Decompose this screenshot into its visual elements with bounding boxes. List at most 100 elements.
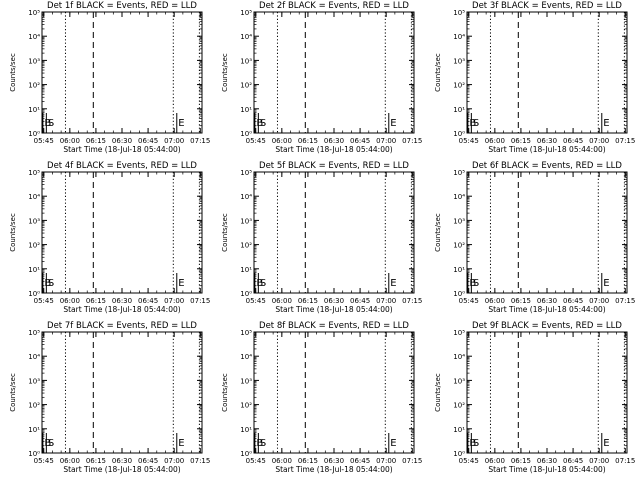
detector-panel-6: Det 6f BLACK = Events, RED = LLD 10⁰ 10¹ 10… bbox=[434, 161, 635, 314]
panel-title: Det 1f BLACK = Events, RED = LLD bbox=[47, 1, 197, 11]
y-tick-label: 10⁴ bbox=[453, 33, 465, 41]
y-tick-label: 10³ bbox=[453, 217, 465, 225]
plot-frame bbox=[466, 11, 628, 134]
y-tick-label: 10³ bbox=[240, 217, 252, 225]
x-tick-label: 05:45 bbox=[459, 297, 479, 305]
y-tick-label: 10² bbox=[28, 242, 40, 250]
x-tick-label: 07:00 bbox=[376, 457, 396, 465]
x-tick-label: 07:00 bbox=[376, 137, 396, 145]
y-tick-label: 10⁵ bbox=[28, 9, 40, 17]
x-tick-label: 06:30 bbox=[112, 457, 132, 465]
x-tick-label: 06:00 bbox=[60, 137, 80, 145]
y-tick-label: 10⁴ bbox=[28, 33, 40, 41]
x-tick-label: 07:00 bbox=[164, 137, 184, 145]
x-tick-label: 07:00 bbox=[589, 297, 609, 305]
plot-frame bbox=[253, 171, 415, 294]
marker-label: S bbox=[48, 278, 54, 289]
x-tick-label: 05:45 bbox=[34, 457, 54, 465]
x-tick-label: 06:30 bbox=[324, 137, 344, 145]
x-tick-label: 07:15 bbox=[615, 297, 635, 305]
y-tick-label: 10⁰ bbox=[240, 290, 252, 298]
y-tick-label: 10⁰ bbox=[453, 130, 465, 138]
y-tick-label: 10⁰ bbox=[28, 290, 40, 298]
x-tick-label: 06:45 bbox=[138, 137, 158, 145]
x-tick-label: 06:30 bbox=[537, 297, 557, 305]
x-tick-label: 06:15 bbox=[86, 297, 106, 305]
y-axis-label: Counts/sec bbox=[434, 373, 442, 412]
y-tick-label: 10² bbox=[453, 402, 465, 410]
y-tick-label: 10⁵ bbox=[28, 329, 40, 337]
y-axis-label: Counts/sec bbox=[221, 213, 229, 252]
x-tick-label: 05:45 bbox=[246, 137, 266, 145]
plot-frame bbox=[41, 171, 203, 294]
y-tick-label: 10⁵ bbox=[453, 9, 465, 17]
x-tick-label: 06:15 bbox=[298, 297, 318, 305]
plot-frame bbox=[253, 331, 415, 454]
x-tick-label: 06:15 bbox=[86, 457, 106, 465]
marker-label: S bbox=[473, 278, 479, 289]
y-tick-label: 10⁰ bbox=[240, 130, 252, 138]
x-tick-label: 06:30 bbox=[112, 297, 132, 305]
marker-label: B bbox=[44, 118, 51, 129]
y-tick-label: 10¹ bbox=[240, 266, 252, 274]
y-tick-label: 10³ bbox=[240, 377, 252, 385]
marker-label: B bbox=[469, 438, 476, 449]
y-tick-label: 10⁰ bbox=[453, 290, 465, 298]
x-tick-label: 06:45 bbox=[350, 457, 370, 465]
x-tick-label: 06:45 bbox=[138, 297, 158, 305]
panel-title: Det 3f BLACK = Events, RED = LLD bbox=[472, 1, 622, 11]
marker-label: E bbox=[603, 118, 609, 129]
y-tick-label: 10¹ bbox=[28, 106, 40, 114]
x-axis-label: Start Time (18-Jul-18 05:44:00) bbox=[488, 305, 605, 314]
y-tick-label: 10² bbox=[28, 402, 40, 410]
x-tick-label: 06:15 bbox=[511, 137, 531, 145]
y-tick-label: 10¹ bbox=[28, 266, 40, 274]
x-tick-label: 06:45 bbox=[563, 297, 583, 305]
y-tick-label: 10² bbox=[240, 242, 252, 250]
x-tick-label: 05:45 bbox=[34, 137, 54, 145]
marker-label: B bbox=[256, 438, 263, 449]
panel-title: Det 5f BLACK = Events, RED = LLD bbox=[259, 161, 409, 171]
x-tick-label: 07:15 bbox=[615, 457, 635, 465]
y-tick-label: 10¹ bbox=[453, 106, 465, 114]
y-tick-label: 10¹ bbox=[453, 426, 465, 434]
marker-label: E bbox=[603, 278, 609, 289]
detector-panel-9: Det 9f BLACK = Events, RED = LLD 10⁰ 10¹ 10… bbox=[434, 321, 635, 474]
marker-label: B bbox=[469, 278, 476, 289]
marker-label: S bbox=[48, 438, 54, 449]
x-tick-label: 06:00 bbox=[60, 297, 80, 305]
x-tick-label: 06:30 bbox=[324, 457, 344, 465]
detector-panel-2: Det 2f BLACK = Events, RED = LLD 10⁰ 10¹ 10… bbox=[221, 1, 422, 154]
plot-frame bbox=[466, 331, 628, 454]
y-tick-label: 10⁵ bbox=[28, 169, 40, 177]
y-tick-label: 10⁵ bbox=[240, 329, 252, 337]
x-tick-label: 07:15 bbox=[190, 457, 210, 465]
panel-title: Det 7f BLACK = Events, RED = LLD bbox=[47, 321, 197, 331]
marker-label: E bbox=[178, 278, 184, 289]
marker-label: S bbox=[473, 118, 479, 129]
y-axis-label: Counts/sec bbox=[221, 53, 229, 92]
marker-label: E bbox=[603, 438, 609, 449]
x-tick-label: 06:15 bbox=[298, 137, 318, 145]
x-tick-label: 06:00 bbox=[485, 297, 505, 305]
x-tick-label: 07:00 bbox=[164, 297, 184, 305]
x-tick-label: 07:15 bbox=[190, 297, 210, 305]
x-tick-label: 06:15 bbox=[86, 137, 106, 145]
y-tick-label: 10² bbox=[453, 82, 465, 90]
detector-panel-7: Det 7f BLACK = Events, RED = LLD 10⁰ 10¹ 10… bbox=[9, 321, 210, 474]
marker-label: E bbox=[178, 438, 184, 449]
x-tick-label: 06:00 bbox=[485, 457, 505, 465]
marker-label: S bbox=[48, 118, 54, 129]
panel-title: Det 2f BLACK = Events, RED = LLD bbox=[259, 1, 409, 11]
x-tick-label: 07:15 bbox=[402, 137, 422, 145]
x-tick-label: 07:15 bbox=[615, 137, 635, 145]
plot-frame bbox=[41, 331, 203, 454]
x-axis-label: Start Time (18-Jul-18 05:44:00) bbox=[275, 305, 392, 314]
x-tick-label: 06:00 bbox=[272, 457, 292, 465]
y-tick-label: 10⁴ bbox=[453, 193, 465, 201]
x-tick-label: 06:00 bbox=[272, 297, 292, 305]
y-axis-label: Counts/sec bbox=[434, 213, 442, 252]
y-tick-label: 10² bbox=[240, 402, 252, 410]
marker-label: S bbox=[260, 118, 266, 129]
